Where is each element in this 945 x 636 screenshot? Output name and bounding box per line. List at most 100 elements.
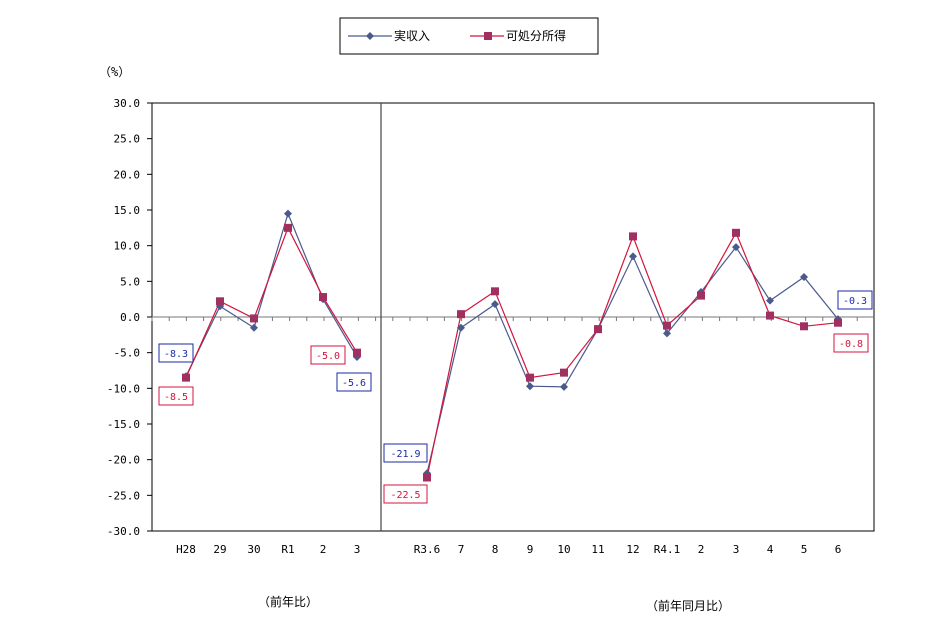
data-point: [560, 382, 568, 391]
data-label-box: [310, 345, 346, 365]
axes: 30.0 25.0 20.0 15.0 10.0 5.0 0.0 -5.0 -10.0 -15.0…: [107, 97, 875, 556]
data-label-text: -22.5: [390, 490, 420, 501]
x-tick-label: 9: [527, 543, 534, 556]
data-point: [250, 323, 258, 332]
legend-marker-actual-income: [366, 32, 374, 40]
data-label-box: [158, 386, 194, 406]
y-tick-label: 25.0: [114, 133, 141, 146]
data-point: [284, 209, 292, 218]
data-label: -21.9: [383, 443, 428, 463]
data-point: [663, 329, 671, 338]
x-tick-label: 29: [213, 543, 226, 556]
series-line: [185, 226, 358, 378]
data-point: [423, 473, 431, 482]
data-label-box: [336, 372, 372, 392]
x-tick-label: 7: [458, 543, 465, 556]
series-line: [426, 246, 839, 474]
y-unit-label: （%）: [99, 65, 130, 79]
data-label-text: -0.8: [839, 339, 863, 350]
legend: 実収入 可処分所得: [339, 17, 599, 55]
data-label: -22.5: [383, 484, 428, 504]
data-point: [284, 223, 292, 232]
section-label-monthly: （前年同月比）: [646, 598, 730, 613]
data-point: [491, 300, 499, 309]
data-point: [834, 318, 842, 327]
data-point: [629, 252, 637, 261]
data-point: [526, 373, 534, 382]
series-markers: [182, 209, 842, 482]
data-label-text: -8.3: [164, 349, 188, 360]
data-point: [353, 348, 361, 357]
data-label-text: -5.0: [316, 351, 340, 362]
x-tick-label: 30: [247, 543, 260, 556]
y-tick-label: 10.0: [114, 240, 141, 253]
data-label-box: [158, 343, 194, 363]
data-label: -5.6: [336, 372, 372, 392]
x-tick-label: 4: [767, 543, 774, 556]
x-tick-label: 12: [626, 543, 639, 556]
y-tick-label: -20.0: [107, 454, 140, 467]
x-tick-label: 3: [354, 543, 361, 556]
y-tick-label: -10.0: [107, 382, 140, 395]
data-point: [250, 314, 258, 323]
y-tick-label: -15.0: [107, 418, 140, 431]
data-point: [697, 291, 705, 300]
x-tick-label: 8: [492, 543, 499, 556]
series-lines: [185, 211, 839, 478]
data-point: [766, 296, 774, 305]
data-label: -0.8: [833, 333, 869, 353]
data-point: [629, 232, 637, 241]
data-point: [526, 382, 534, 391]
y-tick-label: -30.0: [107, 525, 140, 538]
data-point: [594, 325, 602, 334]
data-label: -8.3: [158, 343, 194, 363]
data-point: [319, 293, 327, 302]
y-tick-label: 20.0: [114, 168, 141, 181]
x-tick-label: 10: [557, 543, 570, 556]
y-tick-label: 5.0: [120, 275, 140, 288]
y-tick-label: -25.0: [107, 489, 140, 502]
data-label-box: [837, 290, 873, 310]
y-tick-label: -5.0: [114, 347, 141, 360]
y-tick-label: 15.0: [114, 204, 141, 217]
section-label-annual: （前年比）: [258, 594, 318, 609]
y-tick-label: 0.0: [120, 311, 140, 324]
data-label: -8.5: [158, 386, 194, 406]
x-tick-label: 11: [591, 543, 604, 556]
x-tick-label: 2: [698, 543, 705, 556]
data-point: [457, 310, 465, 319]
data-label-text: -21.9: [390, 449, 420, 460]
data-point: [182, 373, 190, 382]
data-label-box: [383, 484, 428, 504]
data-point: [216, 297, 224, 306]
x-tick-label: 5: [801, 543, 808, 556]
data-label: -0.3: [837, 290, 873, 310]
data-label-text: -0.3: [843, 296, 867, 307]
data-point: [800, 273, 808, 282]
legend-label-actual-income: 実収入: [394, 28, 430, 43]
y-tick-label: 30.0: [114, 97, 141, 110]
data-label-text: -5.6: [342, 378, 366, 389]
series-line: [426, 231, 839, 478]
data-point: [491, 287, 499, 296]
data-label-box: [833, 333, 869, 353]
data-point: [766, 311, 774, 320]
legend-marker-disposable-income: [484, 32, 492, 40]
data-labels: -8.3 -8.5 -5.0 -5.6 -21.9 -22.5 -0.3 -0.8: [158, 290, 873, 504]
x-tick-label: R1: [281, 543, 294, 556]
series-line: [185, 211, 358, 377]
data-point: [732, 228, 740, 237]
data-point: [732, 243, 740, 252]
data-point: [800, 322, 808, 331]
x-tick-label: 2: [320, 543, 327, 556]
x-tick-label: R4.1: [654, 543, 681, 556]
data-point: [457, 323, 465, 332]
x-tick-label: 3: [733, 543, 740, 556]
legend-label-disposable-income: 可処分所得: [506, 28, 566, 43]
data-point: [663, 321, 671, 330]
data-label-text: -8.5: [164, 392, 188, 403]
data-label-box: [383, 443, 428, 463]
x-tick-label: 6: [835, 543, 842, 556]
x-tick-label: H28: [176, 543, 196, 556]
